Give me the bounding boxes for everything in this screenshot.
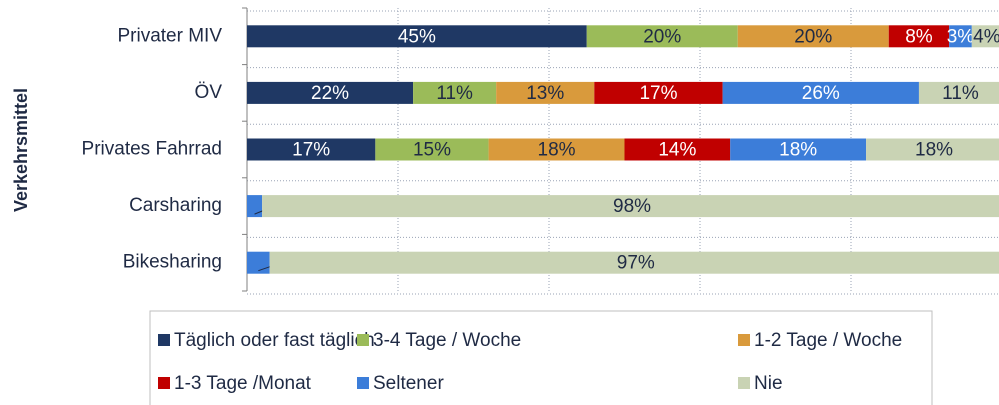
legend-label: Täglich oder fast täglich [174, 330, 375, 351]
data-label: 26% [802, 83, 840, 104]
data-label: 18% [538, 140, 576, 161]
bar-segment [866, 138, 999, 161]
y-tick-label: Carsharing [129, 195, 222, 216]
bar-segment [594, 81, 723, 104]
legend-label: 3-4 Tage / Woche [373, 330, 521, 351]
bar-segment [730, 138, 867, 161]
bar-segment [737, 25, 889, 48]
bar-segment [488, 138, 625, 161]
data-label: 8% [905, 26, 933, 47]
data-label: 3% [947, 26, 975, 47]
data-label: 11% [942, 83, 979, 104]
data-label: 22% [311, 83, 349, 104]
bar-segment [269, 251, 999, 274]
legend-label: Seltener [373, 373, 444, 394]
data-label: 17% [292, 140, 330, 161]
bar-segment [375, 138, 489, 161]
bar-segment [624, 138, 731, 161]
bar-segment [413, 81, 497, 104]
legend-swatch [738, 334, 750, 346]
legend-swatch [158, 377, 170, 389]
data-label: 20% [794, 26, 832, 47]
bar-segment [247, 81, 414, 104]
legend-label: 1-2 Tage / Woche [754, 330, 902, 351]
legend-swatch [738, 377, 750, 389]
data-label: 20% [643, 26, 681, 47]
y-tick-label: Bikesharing [123, 252, 222, 273]
data-label: 14% [658, 140, 696, 161]
y-tick-label: ÖV [195, 82, 223, 103]
y-tick-label: Privater MIV [117, 25, 222, 46]
legend-label: Nie [754, 373, 783, 394]
bar-segment [971, 25, 999, 48]
y-tick-label: Privates Fahrrad [82, 139, 222, 160]
data-label: 13% [526, 83, 564, 104]
bar-segment [496, 81, 595, 104]
bar-segment [247, 138, 376, 161]
data-label: 18% [779, 140, 817, 161]
legend-box [149, 310, 933, 405]
bar-segment [262, 195, 999, 218]
data-label: 15% [413, 140, 451, 161]
bar-segment [586, 25, 738, 48]
data-label: 17% [639, 83, 677, 104]
bar-segment [247, 251, 270, 274]
legend-swatch [357, 334, 369, 346]
data-label: 4% [973, 26, 999, 47]
bar-segment [247, 195, 263, 218]
y-axis-title: Verkehrsmittel [11, 88, 31, 212]
legend-swatch [158, 334, 170, 346]
data-label: 98% [613, 196, 651, 217]
bar-segment [918, 81, 999, 104]
bar-segment [247, 25, 587, 48]
data-label: 11% [436, 83, 473, 104]
data-label: 18% [915, 140, 953, 161]
bar-segment [722, 81, 919, 104]
data-label: 45% [398, 26, 436, 47]
bar-segment [949, 25, 972, 48]
data-label: 97% [617, 253, 655, 274]
bar-segment [888, 25, 950, 48]
legend-swatch [357, 377, 369, 389]
legend-label: 1-3 Tage /Monat [174, 373, 312, 394]
